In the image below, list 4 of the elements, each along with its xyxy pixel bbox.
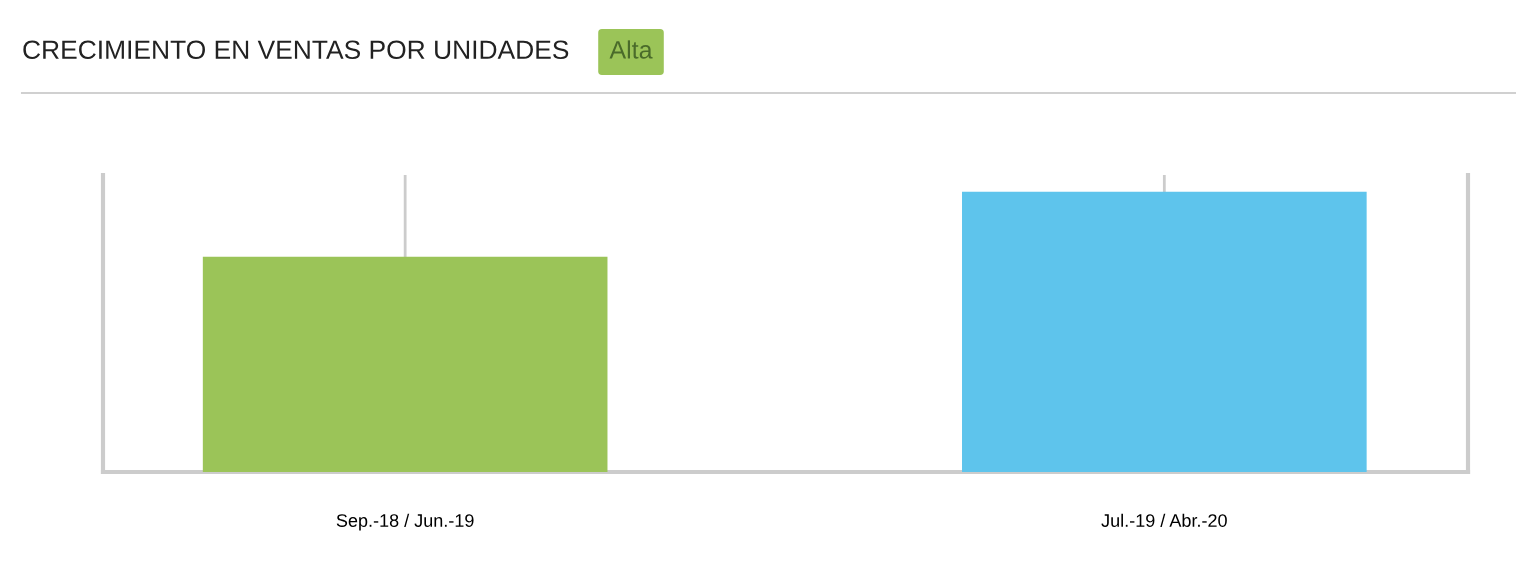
x-tick-label: Sep.-18 / Jun.-19 bbox=[336, 513, 474, 531]
x-tick-label: Jul.-19 / Abr.-20 bbox=[1101, 513, 1227, 527]
chart-subtitle: Alta bbox=[609, 40, 653, 59]
chart-title: CRECIMIENTO EN VENTAS POR UNIDADES bbox=[23, 40, 569, 60]
